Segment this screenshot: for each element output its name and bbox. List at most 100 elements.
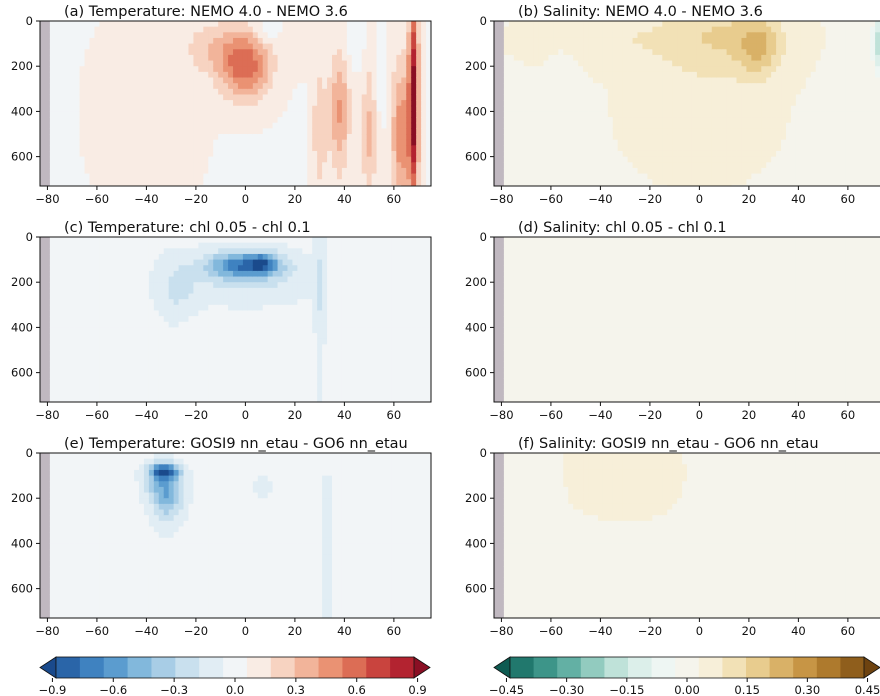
- heatmap-cell: [553, 60, 559, 67]
- heatmap-cell: [706, 111, 713, 118]
- heatmap-cell: [386, 71, 393, 79]
- heatmap-cell: [114, 43, 120, 50]
- heatmap-cell: [138, 139, 145, 146]
- heatmap-cell: [416, 32, 422, 39]
- heatmap-cell: [597, 162, 604, 169]
- heatmap-cell: [538, 54, 545, 62]
- heatmap-cell: [114, 60, 120, 67]
- heatmap-cell: [168, 71, 175, 79]
- heatmap-cell: [731, 77, 738, 84]
- heatmap-cell: [242, 156, 249, 163]
- heatmap-cell: [247, 21, 254, 28]
- heatmap-cell: [494, 156, 500, 163]
- heatmap-cell: [568, 32, 574, 39]
- heatmap-cell: [716, 150, 723, 158]
- heatmap-cell: [59, 248, 66, 255]
- heatmap-cell: [213, 21, 219, 28]
- heatmap-cell: [607, 71, 614, 79]
- heatmap-cell: [756, 26, 762, 33]
- heatmap-cell: [647, 173, 653, 180]
- heatmap-cell: [588, 139, 594, 146]
- heatmap-cell: [213, 83, 219, 90]
- heatmap-cell: [637, 179, 644, 186]
- heatmap-cell: [652, 179, 658, 186]
- heatmap-cell: [706, 49, 713, 56]
- heatmap-cell: [682, 122, 688, 129]
- heatmap-cell: [731, 43, 738, 50]
- heatmap-cell: [124, 94, 130, 101]
- heatmap-cell: [287, 117, 294, 124]
- heatmap-cell: [860, 37, 866, 45]
- heatmap-cell: [597, 117, 604, 124]
- heatmap-cell: [252, 145, 259, 152]
- heatmap-cell: [741, 111, 748, 118]
- heatmap-cell: [406, 179, 412, 186]
- heatmap-cell: [64, 310, 71, 317]
- heatmap-cell: [336, 21, 343, 28]
- heatmap-cell: [44, 88, 51, 96]
- heatmap-cell: [642, 49, 649, 56]
- heatmap-cell: [761, 117, 767, 124]
- heatmap-cell: [124, 77, 130, 84]
- heatmap-cell: [647, 128, 653, 135]
- heatmap-cell: [741, 43, 748, 50]
- heatmap-cell: [183, 83, 190, 90]
- heatmap-cell: [44, 237, 51, 244]
- heatmap-cell: [711, 150, 718, 158]
- heatmap-cell: [114, 162, 120, 169]
- heatmap-cell: [553, 32, 559, 39]
- heatmap-cell: [845, 49, 851, 56]
- heatmap-cell: [322, 173, 328, 180]
- heatmap-cell: [183, 94, 190, 101]
- heatmap-cell: [163, 156, 170, 163]
- heatmap-cell: [168, 134, 175, 141]
- heatmap-cell: [421, 43, 427, 50]
- heatmap-cell: [736, 94, 743, 101]
- heatmap-cell: [59, 299, 66, 306]
- heatmap-cell: [597, 94, 604, 101]
- heatmap-cell: [89, 167, 96, 175]
- heatmap-cell: [508, 179, 515, 186]
- heatmap-cell: [366, 184, 373, 186]
- heatmap-cell: [208, 32, 214, 39]
- heatmap-cell: [830, 21, 837, 28]
- heatmap-cell: [583, 139, 589, 146]
- heatmap-cell: [845, 134, 851, 141]
- heatmap-cell: [124, 122, 130, 129]
- heatmap-cell: [366, 173, 373, 180]
- heatmap-cell: [607, 173, 614, 180]
- heatmap-cell: [376, 88, 383, 96]
- heatmap-cell: [711, 117, 718, 124]
- heatmap-cell: [158, 88, 165, 96]
- heatmap-cell: [716, 100, 723, 107]
- heatmap-cell: [198, 184, 204, 186]
- heatmap-cell: [277, 37, 284, 45]
- heatmap-cell: [642, 184, 649, 186]
- heatmap-cell: [726, 83, 733, 90]
- heatmap-cell: [40, 366, 46, 374]
- heatmap-cell: [223, 139, 229, 146]
- heatmap-cell: [89, 134, 96, 141]
- heatmap-cell: [282, 105, 289, 113]
- heatmap-cell: [513, 60, 520, 67]
- heatmap-cell: [538, 145, 545, 152]
- heatmap-cell: [865, 88, 871, 96]
- heatmap-cell: [494, 37, 500, 45]
- heatmap-cell: [568, 94, 574, 101]
- heatmap-cell: [850, 111, 856, 118]
- heatmap-cell: [721, 167, 728, 175]
- heatmap-cell: [59, 350, 66, 357]
- heatmap-cell: [498, 49, 505, 56]
- heatmap-cell: [553, 128, 559, 135]
- heatmap-cell: [612, 71, 619, 79]
- heatmap-cell: [870, 128, 876, 135]
- heatmap-cell: [341, 60, 348, 67]
- heatmap-cell: [84, 26, 91, 33]
- heatmap-cell: [426, 122, 431, 129]
- heatmap-cell: [148, 66, 155, 73]
- heatmap-cell: [860, 21, 866, 28]
- heatmap-cell: [49, 21, 56, 28]
- heatmap-cell: [94, 71, 100, 79]
- heatmap-cell: [548, 111, 554, 118]
- heatmap-cell: [548, 83, 554, 90]
